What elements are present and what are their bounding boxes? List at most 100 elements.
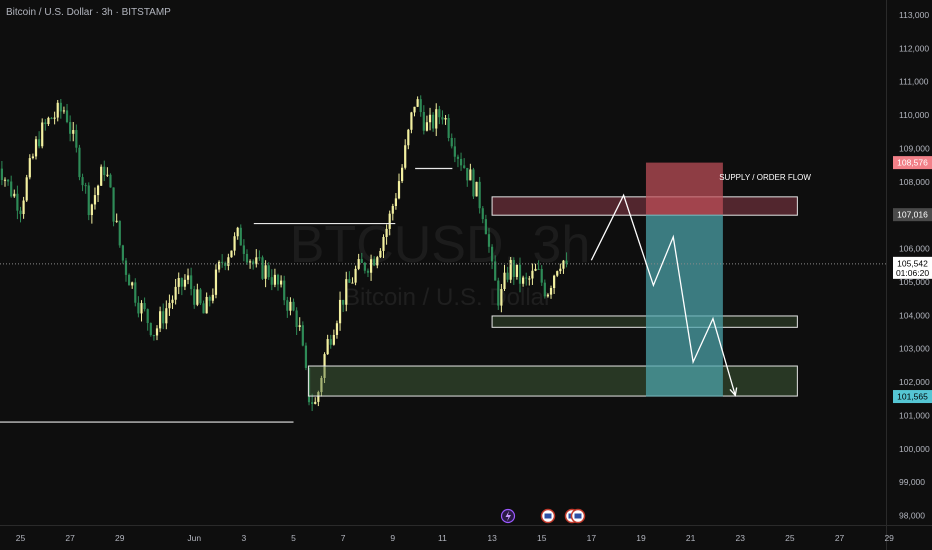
price-tick-label: 113,000 [899, 10, 929, 20]
candle-body [556, 271, 559, 276]
zone-demand-upper [491, 315, 798, 328]
candle-body [242, 245, 245, 254]
candle-body [357, 259, 360, 269]
candle-body [506, 272, 509, 280]
candle-body [137, 302, 140, 314]
candle-body [224, 262, 227, 266]
candle-body [193, 289, 196, 305]
time-tick-label: 21 [686, 533, 696, 543]
candle-body [143, 303, 146, 310]
supply-label: SUPPLY / ORDER FLOW [719, 173, 811, 182]
candle-body [311, 402, 314, 404]
candle-body [65, 110, 69, 123]
candle-body [196, 289, 199, 305]
candle-body [289, 301, 292, 311]
flag-field [544, 513, 552, 519]
candle-body [267, 265, 270, 278]
bar-countdown: 01:06:20 [896, 268, 929, 278]
price-tick-label: 103,000 [899, 344, 930, 354]
price-tick-label: 104,000 [899, 310, 930, 320]
candle-body [351, 282, 354, 284]
candle-body [369, 259, 373, 273]
candle-body [264, 265, 267, 279]
candle-body [280, 280, 283, 285]
candle-body [500, 289, 503, 306]
candle-body [304, 345, 308, 368]
candle-body [155, 328, 159, 336]
candle-body [490, 246, 494, 262]
candle-body [25, 177, 28, 201]
economic-events[interactable] [500, 508, 586, 524]
time-tick-label: 23 [736, 533, 746, 543]
candle-body [317, 392, 320, 402]
candle-body [134, 282, 137, 303]
candle-body [162, 311, 165, 324]
candle-body [481, 208, 484, 220]
candle-body [205, 296, 208, 314]
candle-body [438, 109, 441, 118]
candle-body [475, 181, 478, 197]
candle-body [342, 299, 345, 305]
candle-body [407, 129, 410, 146]
candle-body [435, 109, 438, 129]
candle-body [149, 323, 152, 336]
candle-body [227, 257, 230, 266]
candle-body [379, 250, 382, 258]
candle-body [261, 257, 264, 279]
time-tick-label: Jun [187, 533, 201, 543]
candle-body [131, 282, 134, 286]
candle-body [62, 110, 66, 112]
candle-body [255, 257, 258, 265]
candle-body [183, 279, 187, 287]
candle-body [236, 227, 239, 237]
candle-body [96, 185, 100, 196]
candle-body [146, 309, 149, 324]
candle-body [121, 245, 124, 261]
candle-body [118, 220, 121, 246]
candle-body [466, 167, 469, 181]
candle-body [518, 264, 522, 284]
candle-body [509, 259, 512, 280]
time-tick-label: 17 [587, 533, 597, 543]
candle-body [211, 294, 214, 301]
candle-body [404, 145, 407, 168]
candle-body [326, 339, 329, 355]
candle-body [245, 253, 249, 263]
candle-body [109, 174, 112, 188]
candle-body [248, 261, 252, 263]
candle-body [13, 193, 16, 197]
price-tick-label: 100,000 [899, 444, 930, 454]
price-tick-label: 99,000 [899, 477, 925, 487]
candle-body [84, 185, 87, 187]
candle-body [106, 174, 109, 176]
candle-body [283, 280, 286, 301]
candle-body [410, 112, 413, 130]
candle-body [295, 310, 298, 328]
time-tick-label: 3 [242, 533, 247, 543]
time-tick-label: 29 [115, 533, 125, 543]
candle-body [559, 268, 562, 272]
candle-body [103, 166, 106, 176]
candle-body [360, 259, 363, 263]
projection-arrowhead [729, 387, 738, 397]
candle-body [78, 147, 81, 178]
candle-body [140, 303, 143, 314]
price-badge-label: 108,576 [897, 158, 928, 168]
candle-body [320, 377, 323, 393]
time-tick-label: 25 [785, 533, 795, 543]
plot-area: BTCUSD, 3h Bitcoin / U.S. Dollar SUPPLY / … [0, 95, 886, 423]
candle-body [528, 278, 531, 280]
candle-body [432, 114, 435, 129]
price-tick-label: 102,000 [899, 377, 930, 387]
candle-body [401, 167, 404, 182]
candle-body [273, 274, 277, 285]
time-tick-label: 29 [884, 533, 894, 543]
price-tick-label: 98,000 [899, 511, 925, 521]
candle-body [298, 325, 301, 328]
candle-body [335, 323, 339, 335]
candle-body [252, 261, 255, 265]
candle-body [450, 137, 453, 147]
candle-body [186, 275, 190, 280]
